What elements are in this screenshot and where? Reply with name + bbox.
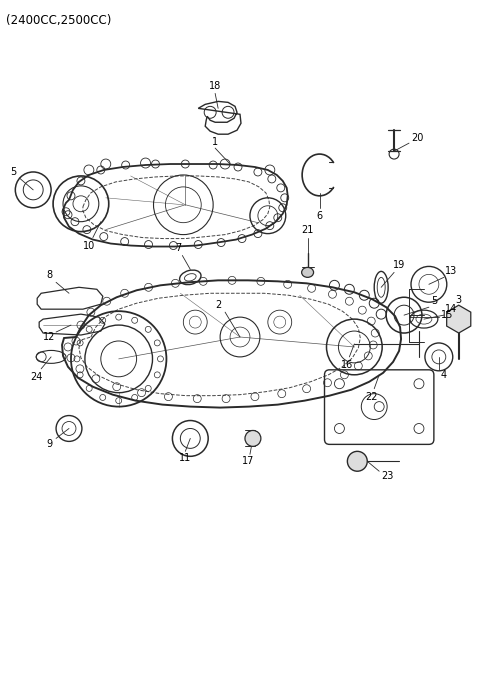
Text: 19: 19 [393, 261, 405, 270]
Text: 11: 11 [179, 454, 192, 463]
Circle shape [245, 431, 261, 446]
Circle shape [348, 452, 367, 471]
Text: 14: 14 [444, 304, 457, 314]
Text: 4: 4 [441, 370, 447, 380]
Text: 3: 3 [456, 295, 462, 305]
Text: 12: 12 [43, 332, 55, 342]
Polygon shape [447, 305, 471, 333]
Text: 9: 9 [46, 439, 52, 450]
Text: 1: 1 [212, 137, 218, 147]
Text: 17: 17 [242, 456, 254, 466]
Text: 5: 5 [431, 297, 437, 306]
Text: 24: 24 [30, 372, 42, 382]
Text: 15: 15 [441, 310, 453, 320]
Text: 20: 20 [411, 133, 423, 143]
Text: (2400CC,2500CC): (2400CC,2500CC) [6, 14, 112, 27]
Text: 5: 5 [10, 167, 16, 177]
Text: 21: 21 [301, 225, 314, 235]
Text: 22: 22 [365, 392, 377, 401]
Text: 7: 7 [175, 242, 181, 253]
Text: 10: 10 [83, 240, 95, 250]
Ellipse shape [301, 267, 313, 278]
Text: 2: 2 [215, 300, 221, 310]
Text: 8: 8 [46, 270, 52, 280]
Text: 23: 23 [381, 471, 393, 481]
Text: 13: 13 [444, 266, 457, 276]
Text: 6: 6 [316, 211, 323, 221]
Text: 18: 18 [209, 81, 221, 91]
Text: 16: 16 [341, 360, 353, 370]
